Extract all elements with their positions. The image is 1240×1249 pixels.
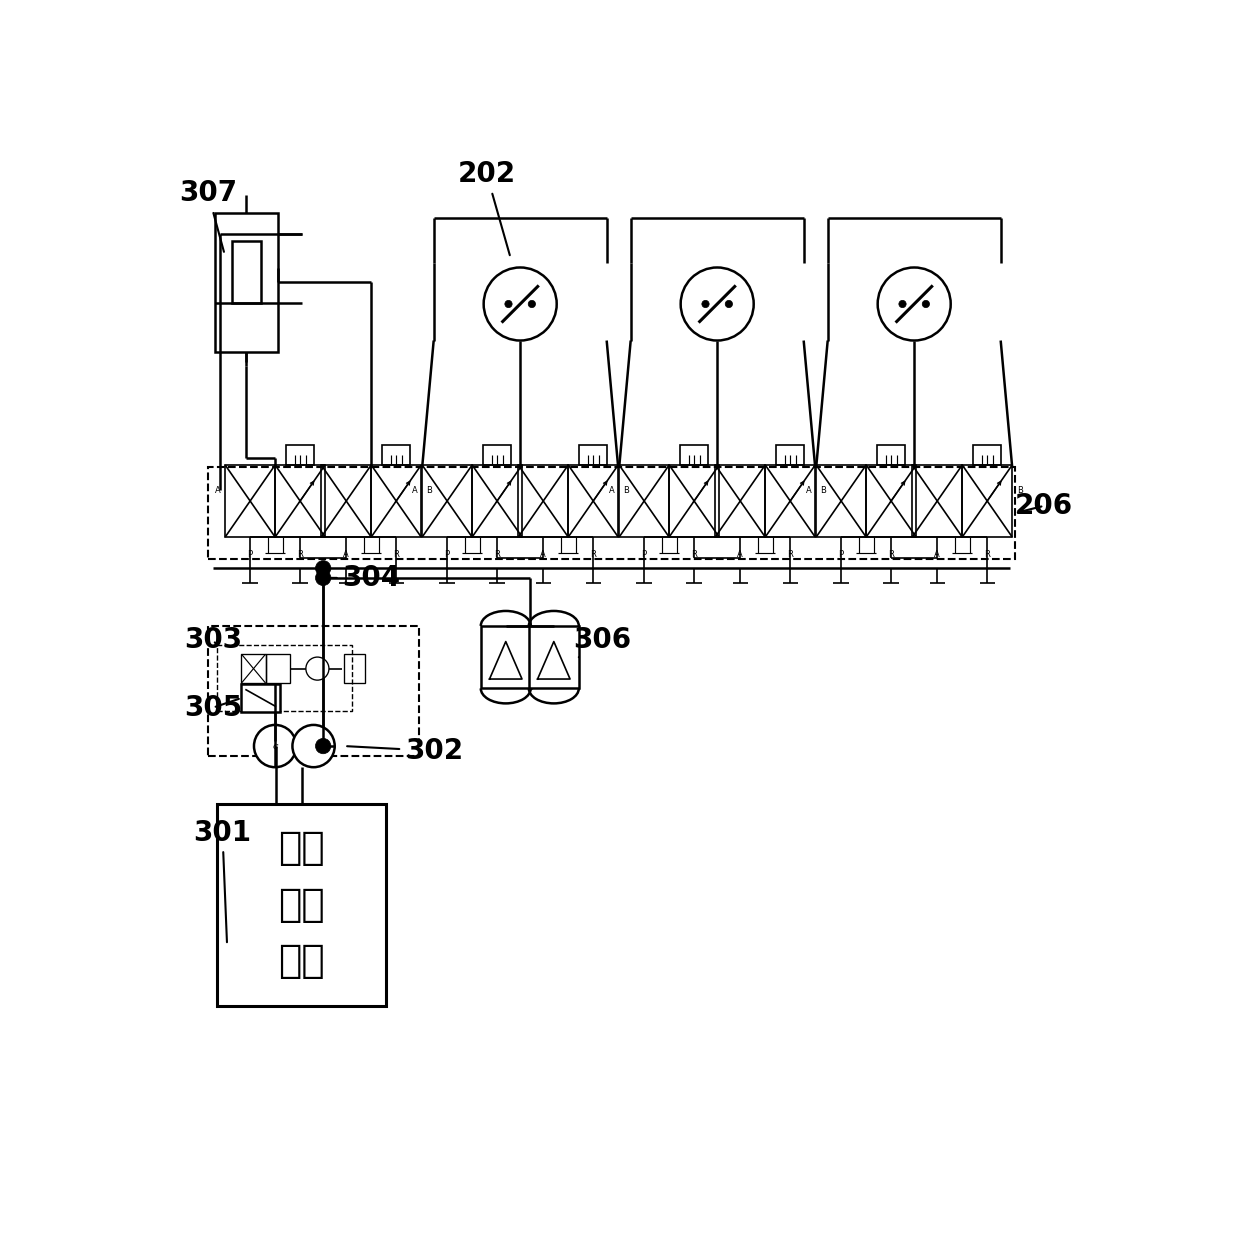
- Bar: [345, 654, 366, 683]
- Text: R: R: [298, 550, 303, 558]
- Circle shape: [878, 267, 951, 341]
- Bar: [866, 465, 916, 537]
- Text: 供液: 供液: [278, 886, 325, 923]
- Text: A: A: [215, 486, 221, 495]
- Bar: [816, 465, 866, 537]
- Circle shape: [293, 724, 335, 767]
- Bar: [913, 465, 962, 537]
- Text: B: B: [820, 486, 826, 495]
- Bar: [265, 654, 290, 683]
- Text: 202: 202: [458, 160, 516, 255]
- Bar: [371, 465, 422, 537]
- Text: P: P: [445, 550, 450, 558]
- Circle shape: [315, 738, 331, 753]
- Text: P: P: [248, 550, 253, 558]
- Bar: [484, 445, 511, 465]
- Bar: [681, 445, 708, 465]
- Text: A: A: [738, 550, 743, 558]
- Text: B: B: [1017, 486, 1023, 495]
- Bar: [973, 445, 1001, 465]
- Circle shape: [315, 571, 331, 586]
- Bar: [226, 465, 275, 537]
- Circle shape: [484, 267, 557, 341]
- Circle shape: [528, 300, 536, 307]
- Bar: [619, 465, 670, 537]
- Text: A: A: [343, 550, 350, 558]
- Text: P: P: [838, 550, 843, 558]
- Bar: [481, 626, 531, 688]
- Text: 304: 304: [331, 563, 401, 592]
- Text: 206: 206: [1016, 492, 1074, 520]
- Text: B: B: [427, 486, 432, 495]
- Text: A: A: [935, 550, 940, 558]
- Text: R: R: [888, 550, 894, 558]
- Bar: [232, 241, 260, 304]
- Text: R: R: [691, 550, 697, 558]
- Circle shape: [505, 300, 512, 307]
- Text: 系统: 系统: [278, 942, 325, 980]
- Bar: [472, 465, 522, 537]
- Text: A: A: [541, 550, 546, 558]
- Bar: [382, 445, 410, 465]
- Text: R: R: [787, 550, 794, 558]
- Text: A: A: [609, 486, 614, 495]
- Circle shape: [923, 300, 930, 307]
- Text: 307: 307: [179, 180, 237, 252]
- Text: R: R: [393, 550, 399, 558]
- Circle shape: [306, 657, 329, 681]
- Text: B: B: [622, 486, 629, 495]
- Text: 301: 301: [193, 818, 252, 942]
- Bar: [518, 465, 568, 537]
- Bar: [878, 445, 905, 465]
- Bar: [286, 445, 314, 465]
- Bar: [670, 465, 719, 537]
- Circle shape: [315, 561, 331, 576]
- Bar: [528, 626, 579, 688]
- Text: 303: 303: [184, 626, 242, 654]
- Text: 集成: 集成: [278, 829, 325, 867]
- Bar: [579, 445, 606, 465]
- Bar: [242, 683, 280, 712]
- Bar: [776, 445, 804, 465]
- Bar: [217, 646, 352, 711]
- Bar: [422, 465, 472, 537]
- Circle shape: [254, 724, 296, 767]
- Bar: [208, 467, 1016, 558]
- Bar: [568, 465, 619, 537]
- Circle shape: [681, 267, 754, 341]
- Bar: [217, 803, 386, 1005]
- Circle shape: [725, 300, 733, 307]
- Text: R: R: [985, 550, 991, 558]
- Text: A: A: [806, 486, 811, 495]
- Text: A: A: [412, 486, 418, 495]
- Bar: [321, 465, 371, 537]
- Bar: [765, 465, 815, 537]
- Bar: [275, 465, 325, 537]
- Circle shape: [899, 300, 906, 307]
- Bar: [715, 465, 765, 537]
- Text: R: R: [495, 550, 500, 558]
- Text: 302: 302: [347, 737, 463, 764]
- Text: c: c: [273, 742, 278, 751]
- Text: P: P: [641, 550, 647, 558]
- Bar: [215, 212, 278, 352]
- Bar: [962, 465, 1012, 537]
- Text: 306: 306: [573, 626, 631, 657]
- Bar: [242, 654, 265, 683]
- Bar: [208, 626, 419, 756]
- Text: R: R: [590, 550, 596, 558]
- Circle shape: [702, 300, 709, 307]
- Text: 305: 305: [184, 693, 242, 722]
